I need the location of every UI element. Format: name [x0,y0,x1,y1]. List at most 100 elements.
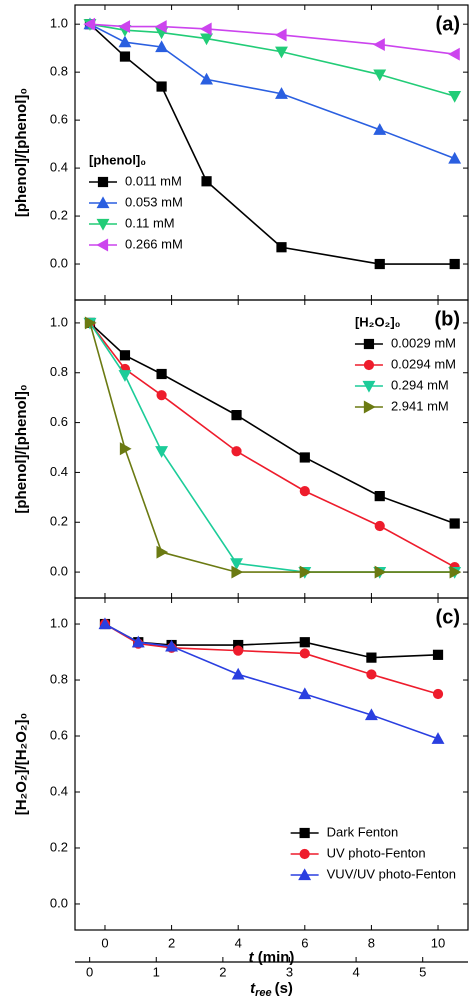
data-point [131,635,145,648]
data-point [364,708,378,721]
y-tick-label: 0.8 [50,364,68,379]
data-point [275,87,288,99]
data-point [299,452,310,463]
y-tick-label: 0.2 [50,514,68,529]
data-point [98,617,112,630]
x2-axis-label: tree (s) [250,980,293,996]
series-line [104,623,439,740]
data-point [366,652,377,663]
legend-marker [363,400,376,414]
y-tick-label: 0.6 [50,414,68,429]
data-point [118,35,132,48]
data-point [449,258,460,270]
data-point [200,72,214,85]
y-tick-label: 1.0 [50,16,68,31]
data-point [449,518,460,529]
x2-tick-label: 4 [352,964,359,979]
panel-label: (a) [436,13,460,35]
y-tick-label: 0.6 [50,727,68,742]
data-point [155,40,169,53]
data-point [299,648,310,659]
legend-label: 2.941 mM [391,398,449,413]
legend-marker [362,380,376,393]
y-tick-label: 0.0 [50,895,68,910]
y-axis-label: [phenol]/[phenol]₀ [13,88,30,217]
data-point [299,565,312,579]
legend-marker [299,827,310,839]
series-line [89,322,455,525]
data-point [448,151,462,164]
data-point [231,667,245,680]
y-tick-label: 0.4 [50,464,68,479]
legend: Dark Fenton UV photo-Fenton VUV/UV photo-F… [290,824,456,881]
x-tick-label: 0 [101,935,108,950]
x-tick-label: 6 [301,935,308,950]
legend-marker [96,238,109,252]
data-point [231,565,244,579]
legend-title: [phenol]₀ [89,152,146,167]
data-point [299,486,310,497]
legend-label: 0.011 mM [125,173,182,188]
y-tick-label: 0.2 [50,207,68,222]
data-point [230,558,243,571]
data-point [155,446,169,458]
legend-marker [96,196,110,209]
x2-axis-var: t [250,980,256,996]
x2-tick-label: 1 [153,964,160,979]
panel-label: (c) [436,606,460,628]
data-point [119,442,132,456]
data-point [274,28,287,42]
data-point [432,649,444,660]
x2-axis-sub: ree [255,987,272,996]
x-axis-unit: (min) [258,949,295,966]
legend-label: 0.0294 mM [391,356,456,371]
data-point [448,91,462,103]
data-point [374,490,385,502]
data-point [199,22,212,36]
data-point [374,565,387,579]
y-tick-label: 1.0 [50,615,68,630]
x2-tick-label: 0 [86,964,93,979]
data-point [201,176,212,187]
legend-label: Dark Fenton [327,824,399,839]
data-point [449,565,462,579]
data-point [156,390,167,401]
data-point [231,446,242,457]
data-point [373,38,385,52]
x-tick-label: 2 [168,935,175,950]
data-point [431,732,445,744]
legend: [phenol]₀ 0.011 mM 0.053 mM 0.11 mM 0.266 mM [89,152,183,252]
x-axis-label: t (min) [249,949,295,966]
legend-label: UV photo-Fenton [327,845,426,860]
plot-frame [74,597,469,931]
data-point [119,51,131,62]
data-point [432,688,444,700]
y-tick-label: 0.8 [50,64,68,79]
data-point [298,687,312,700]
data-point [119,350,131,361]
data-point [373,69,387,82]
legend-marker [298,868,312,881]
y-tick-label: 0.2 [50,839,68,854]
x-tick-label: 10 [431,935,445,950]
x2-axis-unit: (s) [275,980,293,996]
legend-label: VUV/UV photo-Fenton [327,866,456,881]
legend-marker [363,338,375,350]
data-point [83,17,96,31]
data-point [156,545,169,559]
x-axis-var: t [249,949,255,966]
x-tick-label: 4 [235,935,242,950]
data-point [299,637,310,648]
series-line [89,23,455,160]
y-tick-label: 0.0 [50,255,68,270]
legend: [H₂O₂]₀ 0.0029 mM 0.0294 mM 0.294 mM 2.941 m… [354,314,456,414]
data-point [118,370,132,382]
legend-label: 0.11 mM [125,215,175,230]
data-point [366,669,377,680]
legend-title: [H₂O₂]₀ [355,314,401,329]
data-point [118,20,131,34]
legend-marker [299,848,310,860]
legend-label: 0.294 mM [391,377,449,392]
data-point [373,123,387,135]
